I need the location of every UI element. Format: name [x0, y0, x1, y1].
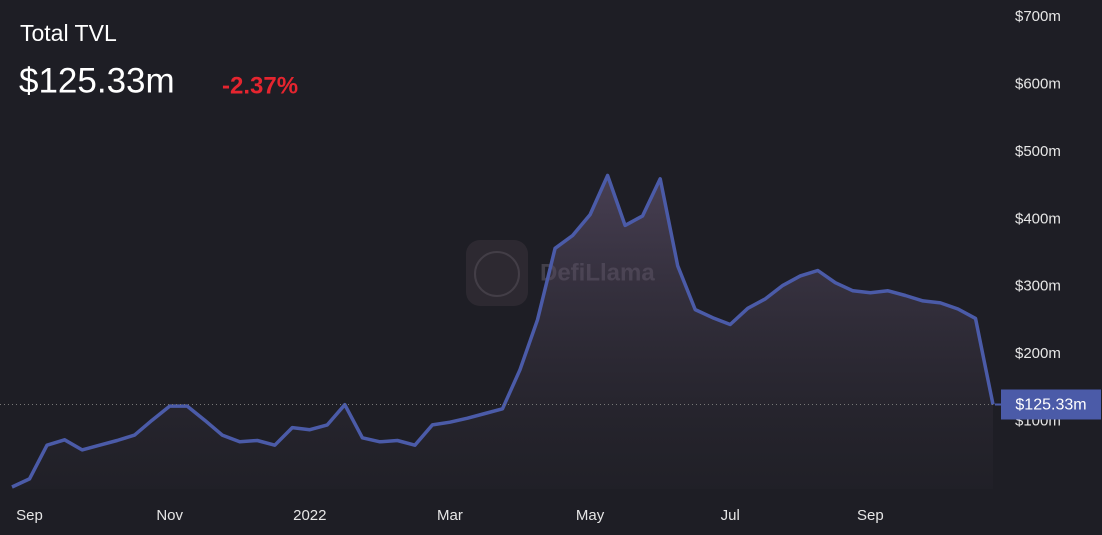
x-tick-label: Jul — [721, 507, 740, 524]
y-tick-label: $600m — [1015, 75, 1061, 92]
y-tick-label: $700m — [1015, 8, 1061, 25]
x-tick-label: Sep — [857, 507, 884, 524]
area-fill — [12, 175, 993, 489]
y-tick-label: $500m — [1015, 143, 1061, 160]
x-tick-label: Mar — [437, 507, 463, 524]
tvl-line — [11, 173, 995, 489]
x-tick-label: 2022 — [293, 507, 326, 524]
headline-value: $125.33m — [19, 61, 175, 100]
chart-title: Total TVL — [20, 20, 117, 46]
y-tick-label: $400m — [1015, 210, 1061, 227]
current-value-badge — [1001, 389, 1101, 420]
x-tick-label: Sep — [16, 507, 43, 524]
y-tick-label: $300m — [1015, 278, 1061, 295]
x-tick-label: May — [576, 507, 605, 524]
x-tick-label: Nov — [156, 507, 183, 524]
change-percent: -2.37% — [222, 72, 298, 99]
watermark-logo-ring — [474, 251, 520, 297]
watermark-logo — [466, 240, 528, 306]
y-tick-label: $200m — [1015, 345, 1061, 362]
current-value-label: $125.33m — [1015, 397, 1086, 414]
